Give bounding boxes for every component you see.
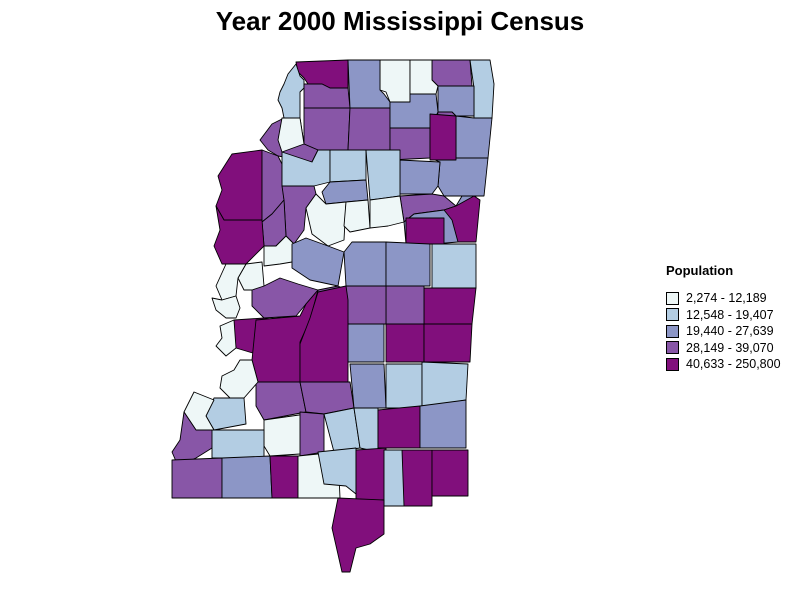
- legend-label: 2,274 - 12,189: [686, 291, 767, 306]
- county-region: [219, 359, 259, 399]
- county-region: [305, 193, 347, 247]
- county-region: [211, 429, 265, 459]
- county-region: [317, 447, 357, 495]
- county-region: [431, 243, 477, 289]
- county-region: [303, 83, 351, 109]
- county-region: [255, 381, 307, 421]
- legend-label: 12,548 - 19,407: [686, 307, 774, 322]
- county-region: [215, 319, 237, 357]
- county-region: [385, 323, 425, 363]
- legend-swatch: [666, 291, 679, 305]
- county-region: [377, 405, 421, 449]
- county-region: [269, 455, 299, 499]
- legend-swatch: [666, 324, 679, 338]
- county-region: [437, 85, 475, 117]
- legend-label: 19,440 - 27,639: [686, 324, 774, 339]
- legend-item: 2,274 - 12,189: [666, 290, 781, 307]
- county-region: [329, 149, 367, 183]
- county-region: [383, 449, 405, 507]
- county-region: [385, 363, 423, 409]
- county-region: [355, 447, 387, 501]
- county-region: [291, 237, 345, 287]
- county-region: [365, 149, 401, 201]
- county-region: [431, 449, 469, 497]
- county-region: [423, 323, 473, 363]
- county-region: [405, 217, 445, 245]
- county-region: [347, 323, 385, 363]
- county-region: [171, 411, 215, 467]
- county-region: [401, 449, 433, 507]
- county-region: [221, 455, 273, 499]
- county-region: [455, 115, 493, 159]
- county-region: [171, 457, 223, 499]
- legend-swatch: [666, 308, 679, 322]
- county-region: [347, 107, 391, 151]
- legend-swatch: [666, 357, 679, 371]
- county-region: [385, 285, 425, 327]
- county-region: [277, 117, 305, 153]
- county-region: [331, 497, 385, 573]
- legend-swatch: [666, 341, 679, 355]
- county-region: [385, 241, 431, 287]
- county-region: [423, 287, 477, 325]
- map-legend: Population 2,274 - 12,189 12,548 - 19,40…: [666, 263, 781, 373]
- county-region: [299, 411, 325, 457]
- map-title: Year 2000 Mississippi Census: [215, 6, 585, 36]
- county-region: [349, 363, 387, 409]
- county-region: [343, 241, 387, 287]
- county-region: [419, 399, 467, 449]
- legend-label: 40,633 - 250,800: [686, 357, 781, 372]
- legend-item: 40,633 - 250,800: [666, 356, 781, 373]
- county-region: [343, 199, 371, 233]
- county-region: [429, 113, 457, 161]
- county-region: [443, 195, 481, 243]
- county-region: [215, 149, 263, 221]
- county-region: [369, 195, 405, 229]
- county-region: [431, 59, 473, 87]
- county-region: [399, 159, 441, 195]
- county-region: [211, 295, 241, 319]
- legend-title: Population: [666, 263, 734, 278]
- county-region: [303, 107, 351, 151]
- county-region: [345, 285, 387, 325]
- legend-item: 12,548 - 19,407: [666, 307, 781, 324]
- legend-item: 19,440 - 27,639: [666, 323, 781, 340]
- legend-label: 28,149 - 39,070: [686, 340, 774, 355]
- legend-item: 28,149 - 39,070: [666, 340, 781, 357]
